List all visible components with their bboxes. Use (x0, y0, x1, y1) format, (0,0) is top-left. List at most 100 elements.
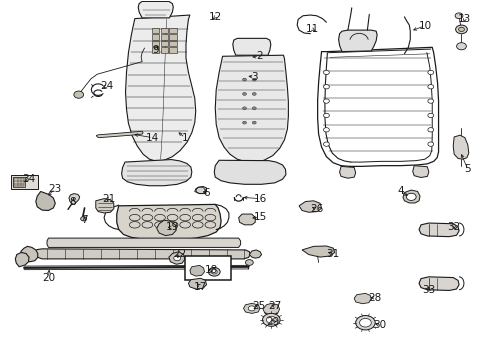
Text: 4: 4 (396, 186, 403, 197)
Polygon shape (299, 201, 321, 212)
Polygon shape (36, 192, 55, 211)
Polygon shape (215, 55, 288, 162)
Polygon shape (20, 246, 38, 262)
Circle shape (323, 113, 329, 118)
Circle shape (248, 306, 255, 311)
Circle shape (211, 270, 217, 274)
Text: 17: 17 (194, 282, 207, 292)
Polygon shape (188, 278, 206, 289)
Text: 8: 8 (69, 197, 76, 207)
Polygon shape (157, 220, 176, 235)
Circle shape (427, 85, 433, 89)
Polygon shape (47, 238, 240, 247)
Text: 11: 11 (305, 24, 319, 35)
Text: 30: 30 (373, 320, 386, 330)
Text: 33: 33 (421, 285, 434, 296)
Polygon shape (168, 252, 184, 264)
Polygon shape (249, 250, 261, 258)
Text: 24: 24 (100, 81, 113, 91)
Text: 29: 29 (265, 317, 279, 327)
Circle shape (458, 27, 464, 32)
Text: 31: 31 (326, 248, 339, 258)
Bar (152, 35, 159, 40)
Circle shape (252, 78, 256, 81)
Circle shape (359, 319, 370, 327)
Text: 10: 10 (418, 21, 430, 31)
Circle shape (427, 99, 433, 103)
Polygon shape (96, 131, 143, 138)
Circle shape (427, 128, 433, 132)
Bar (169, 47, 176, 53)
Polygon shape (34, 249, 250, 259)
Circle shape (323, 128, 329, 132)
Circle shape (456, 42, 466, 50)
Bar (13, 177, 25, 187)
Text: 7: 7 (81, 215, 88, 225)
Polygon shape (238, 214, 255, 225)
Text: 13: 13 (457, 14, 470, 24)
Text: 25: 25 (252, 301, 265, 311)
Polygon shape (194, 186, 206, 194)
Text: 32: 32 (447, 222, 460, 232)
Text: 2: 2 (255, 51, 262, 61)
Bar (152, 28, 159, 33)
Polygon shape (214, 160, 285, 184)
Bar (184, 256, 231, 280)
Polygon shape (122, 159, 191, 186)
Polygon shape (117, 204, 221, 240)
Text: 1: 1 (182, 133, 188, 143)
Text: 19: 19 (165, 222, 179, 232)
Circle shape (266, 316, 276, 323)
Polygon shape (138, 1, 173, 18)
Polygon shape (15, 252, 29, 267)
Text: 16: 16 (253, 194, 266, 204)
Circle shape (355, 316, 374, 330)
Text: 22: 22 (173, 248, 186, 258)
Circle shape (74, 91, 83, 98)
Circle shape (252, 107, 256, 110)
Bar (160, 41, 167, 46)
Text: 27: 27 (267, 301, 281, 311)
Bar (152, 41, 159, 46)
Circle shape (454, 13, 462, 19)
Circle shape (323, 70, 329, 75)
Circle shape (406, 193, 415, 201)
Polygon shape (418, 223, 458, 237)
Circle shape (427, 113, 433, 118)
Circle shape (427, 70, 433, 75)
Bar (152, 47, 159, 53)
Circle shape (242, 121, 246, 124)
Text: 18: 18 (204, 265, 218, 275)
Text: 23: 23 (49, 184, 62, 194)
Circle shape (173, 256, 180, 261)
Circle shape (245, 260, 253, 265)
Circle shape (323, 99, 329, 103)
Text: 34: 34 (22, 174, 36, 184)
Polygon shape (96, 199, 114, 213)
Circle shape (252, 121, 256, 124)
Polygon shape (302, 246, 334, 257)
Text: 14: 14 (146, 133, 159, 143)
Bar (160, 35, 167, 40)
Polygon shape (452, 135, 468, 159)
Polygon shape (338, 30, 376, 51)
Circle shape (262, 314, 280, 326)
Circle shape (242, 93, 246, 95)
Polygon shape (353, 293, 370, 304)
Circle shape (242, 107, 246, 110)
Bar (169, 28, 176, 33)
Circle shape (242, 78, 246, 81)
Polygon shape (418, 277, 458, 291)
Text: 21: 21 (102, 194, 115, 204)
Polygon shape (243, 303, 260, 314)
Bar (169, 35, 176, 40)
Text: 5: 5 (464, 164, 470, 174)
Polygon shape (339, 166, 355, 178)
Bar (160, 47, 167, 53)
Bar (11, 175, 38, 189)
Text: 28: 28 (368, 293, 381, 303)
Bar (169, 41, 176, 46)
Polygon shape (412, 166, 428, 177)
Text: 6: 6 (203, 188, 209, 198)
Polygon shape (125, 15, 195, 161)
